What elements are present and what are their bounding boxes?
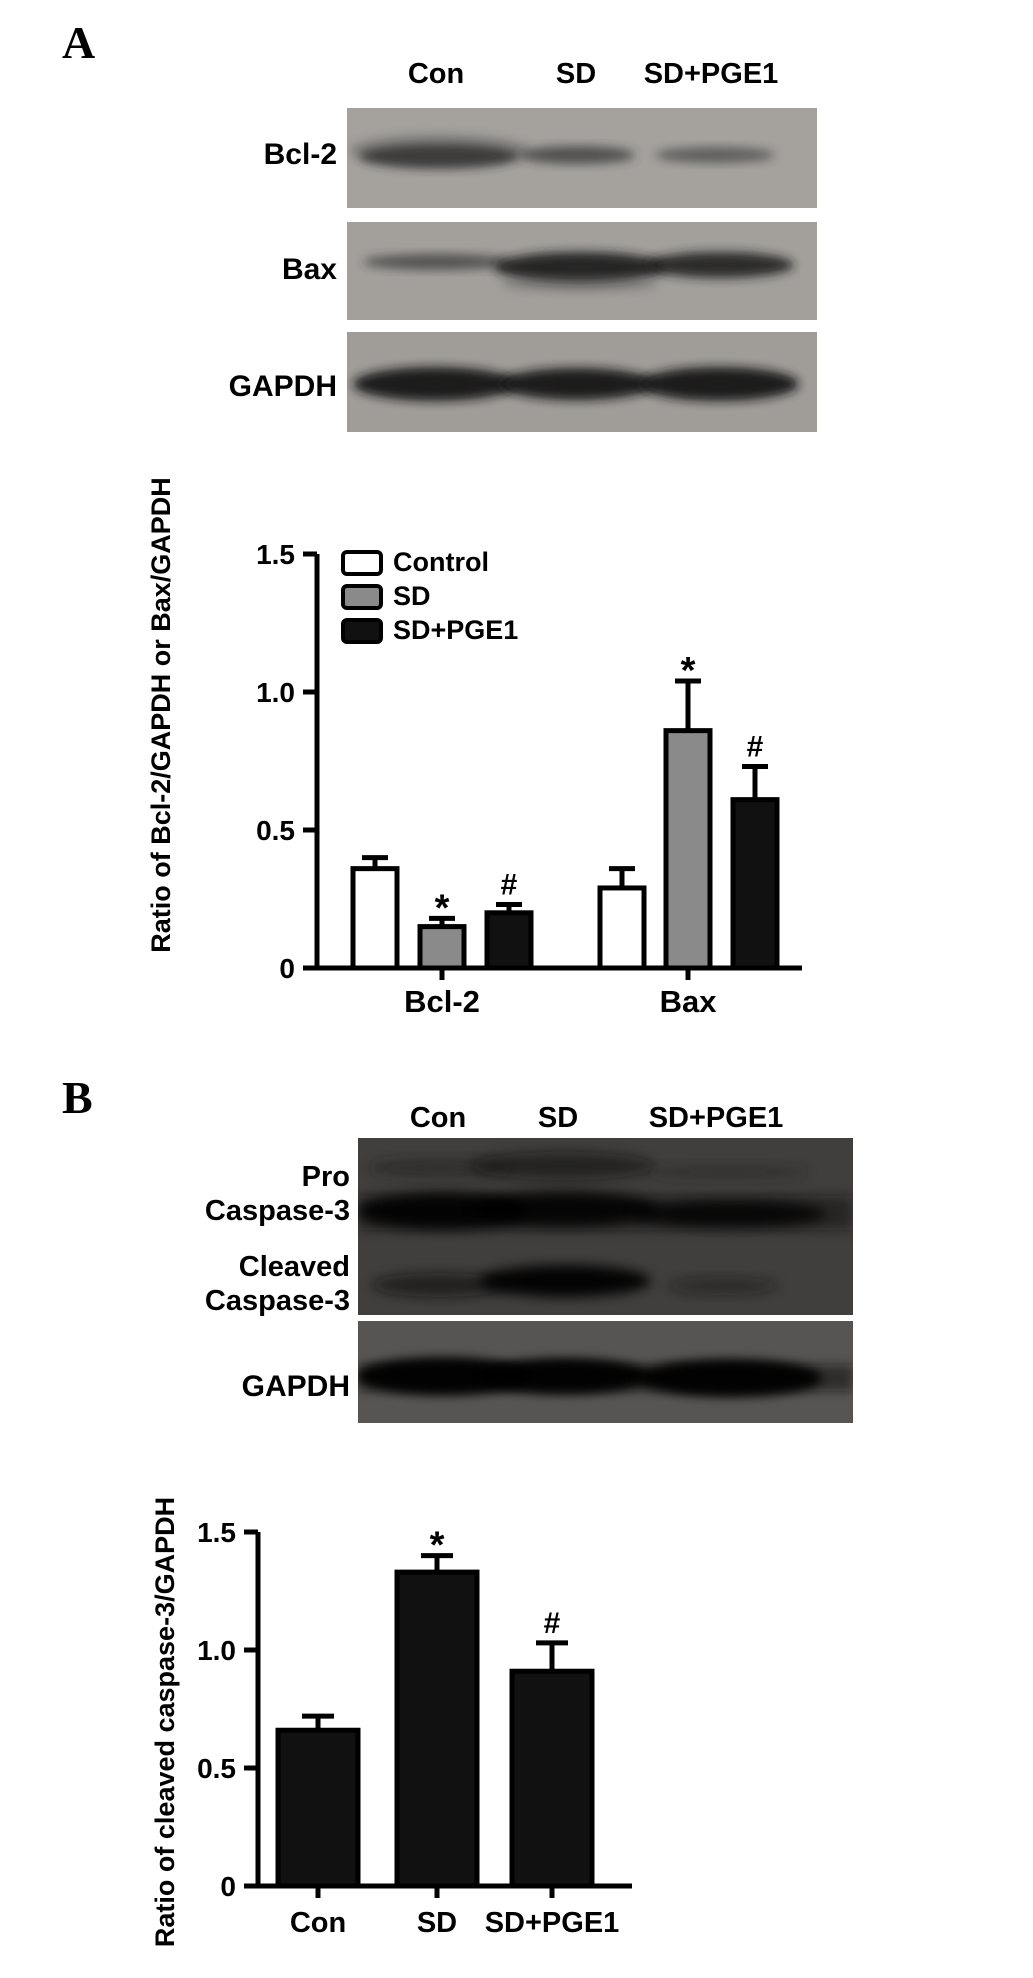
bar-SD+PGE1-Bax — [730, 797, 780, 971]
panel-a-letter: A — [62, 17, 96, 68]
legend-label-Control: Control — [393, 547, 489, 577]
bar-Con — [275, 1727, 361, 1889]
legend-label-SD+PGE1: SD+PGE1 — [393, 615, 518, 645]
y-axis-label: Ratio of cleaved caspase-3/GAPDH — [150, 1497, 180, 1947]
western-blot-caspase3 — [358, 1138, 853, 1315]
lane-header-con: Con — [407, 58, 465, 90]
panel-b-letter: B — [62, 1072, 93, 1123]
bar-SD+PGE1-Bcl-2 — [484, 910, 534, 971]
blot-row-label-gapdh-b: GAPDH — [241, 1370, 350, 1403]
lane-header-con-b: Con — [409, 1102, 467, 1134]
y-tick-label: 0.5 — [256, 815, 295, 846]
western-blot-bax — [347, 222, 817, 320]
blot-row-label-pro-caspase3: Caspase-3 — [204, 1195, 350, 1227]
lane-header-sd: SD — [555, 58, 597, 90]
blot-row-label-gapdh-a: GAPDH — [228, 370, 337, 403]
x-category-label: Bcl-2 — [404, 984, 480, 1019]
blot-row-label-bax: Bax — [281, 253, 337, 286]
legend-swatch-SD — [341, 584, 383, 610]
bar-SD — [394, 1569, 480, 1889]
western-blot-gapdh-a — [347, 332, 817, 432]
significance-hash: # — [501, 869, 518, 902]
significance-star: * — [430, 1525, 445, 1567]
significance-hash: # — [544, 1607, 561, 1640]
y-tick-label: 1.5 — [256, 539, 295, 570]
lane-header-sd-b: SD — [537, 1102, 579, 1134]
western-blot-bcl2-image — [347, 108, 817, 208]
y-tick-label: 0 — [279, 953, 295, 984]
x-category-label: SD+PGE1 — [485, 1907, 620, 1939]
lane-header-sd-pge1-b: SD+PGE1 — [648, 1102, 784, 1134]
bar-SD+PGE1 — [509, 1668, 595, 1889]
bar-chart-cleaved-caspase3: 0 0.5 1.0 1.5 Ratio of cleaved caspase-3/GAP… — [150, 1497, 632, 1947]
significance-hash: # — [747, 731, 764, 764]
y-tick-label: 0.5 — [197, 1753, 236, 1784]
western-blot-caspase3-image — [358, 1138, 853, 1315]
bar-chart-bcl2-bax: 0 0.5 1.0 1.5 Ratio of Bcl-2/GAPDH or Bax/GA… — [146, 477, 802, 1019]
legend-swatch-SD+PGE1 — [341, 618, 383, 644]
y-tick-label: 1.0 — [197, 1635, 236, 1666]
significance-star: * — [681, 650, 696, 692]
significance-star: * — [435, 887, 450, 929]
western-blot-bax-image — [347, 222, 817, 320]
y-tick-label: 1.5 — [197, 1517, 236, 1548]
blot-row-label-cleaved: Cleaved — [238, 1251, 350, 1283]
legend-label-SD: SD — [393, 581, 431, 611]
bar-Control-Bcl-2 — [350, 866, 400, 971]
bar-Control-Bax — [597, 885, 647, 971]
y-tick-label: 0 — [220, 1871, 236, 1902]
western-blot-gapdh-b-image — [358, 1321, 853, 1423]
western-blot-bcl2 — [347, 108, 817, 208]
y-axis-label: Ratio of Bcl-2/GAPDH or Bax/GAPDH — [146, 477, 176, 953]
bar-SD-Bax — [663, 728, 713, 971]
bar-SD-Bcl-2 — [417, 924, 467, 971]
blot-row-label-cleaved-caspase3: Caspase-3 — [204, 1285, 350, 1317]
lane-header-sd-pge1: SD+PGE1 — [643, 58, 779, 90]
x-category-label: SD — [417, 1907, 457, 1939]
x-category-label: Bax — [660, 984, 718, 1019]
blot-row-label-bcl2: Bcl-2 — [263, 138, 337, 171]
y-tick-label: 1.0 — [256, 677, 295, 708]
western-blot-gapdh-b — [358, 1321, 853, 1423]
legend-swatch-Control — [341, 550, 383, 576]
blot-row-label-pro: Pro — [301, 1161, 350, 1193]
x-category-label: Con — [290, 1907, 346, 1939]
western-blot-gapdh-a-image — [347, 332, 817, 432]
